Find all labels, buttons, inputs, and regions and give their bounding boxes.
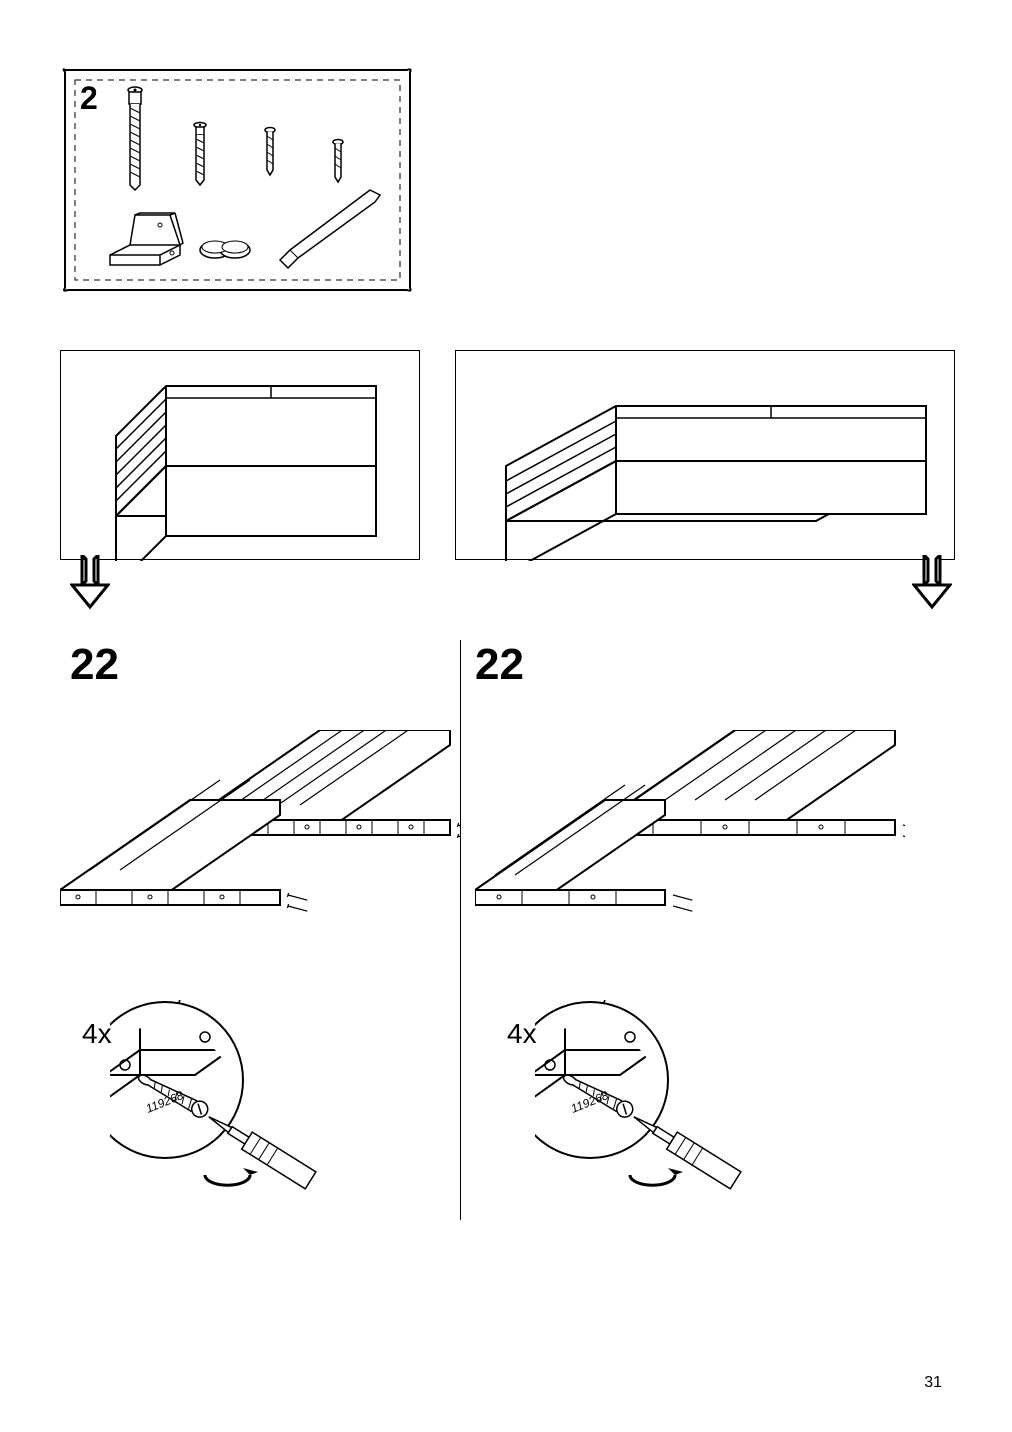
- drawer-left-svg: [61, 351, 421, 561]
- arrow-down-left-icon: [70, 555, 110, 610]
- step-number-right: 22: [475, 640, 524, 690]
- page-number: 31: [924, 1374, 942, 1392]
- slats-right-svg: [475, 730, 905, 990]
- drawer-option-left: [60, 350, 420, 560]
- drawer-option-right: [455, 350, 955, 560]
- drawer-right-svg: [456, 351, 956, 561]
- detail-right: 4x: [535, 1000, 825, 1200]
- assembly-slats-right: [475, 730, 905, 970]
- assembly-slats-left: [60, 730, 460, 970]
- parts-bag-panel: 2: [60, 60, 415, 300]
- screw-qty-left: 4x: [82, 1018, 112, 1050]
- screw-qty-right: 4x: [507, 1018, 537, 1050]
- arrow-down-right-icon: [912, 555, 952, 610]
- column-divider: [460, 640, 461, 1220]
- step-number-left: 22: [70, 640, 119, 690]
- detail-left: 4x: [110, 1000, 400, 1200]
- parts-bag-svg: [60, 60, 415, 300]
- instruction-page: 2: [0, 0, 1012, 1432]
- bag-number-label: 2: [80, 80, 98, 117]
- slats-left-svg: [60, 730, 460, 990]
